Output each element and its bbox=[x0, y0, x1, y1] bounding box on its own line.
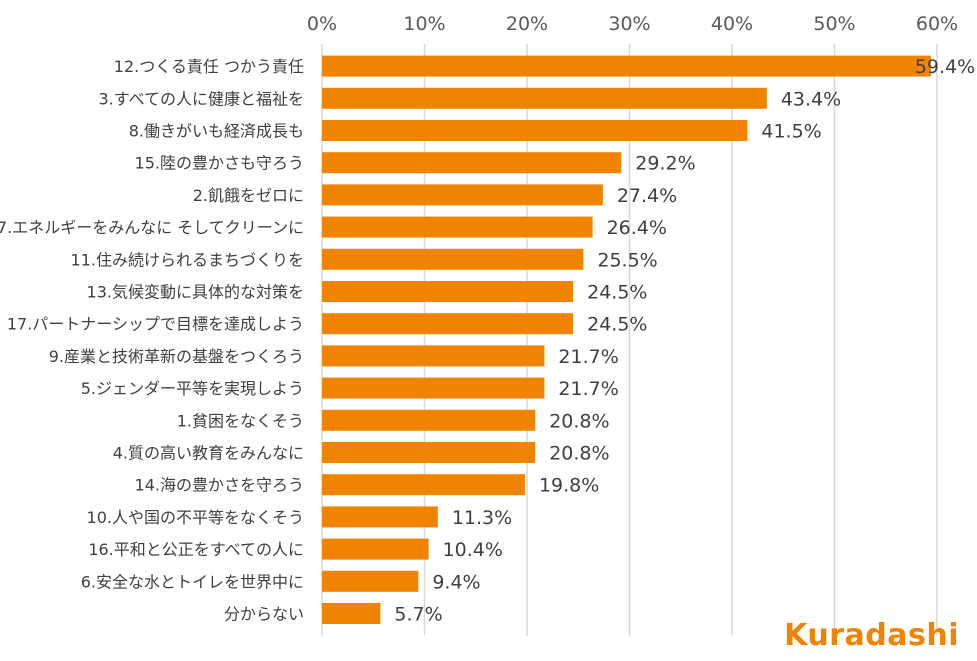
category-label: 4.質の高い教育をみんなに bbox=[113, 444, 304, 463]
category-label: 13.気候変動に具体的な対策を bbox=[87, 283, 304, 302]
data-label: 21.7% bbox=[558, 346, 618, 368]
bar bbox=[322, 345, 545, 367]
x-tick-label: 30% bbox=[608, 13, 650, 35]
category-label: 11.住み続けられるまちづくりを bbox=[71, 250, 304, 269]
category-label: 10.人や国の不平等をなくそう bbox=[87, 508, 304, 527]
x-tick-label: 0% bbox=[307, 13, 337, 35]
category-label: 12.つくる責任 つかう責任 bbox=[114, 57, 304, 76]
bar bbox=[322, 474, 525, 496]
data-label: 21.7% bbox=[558, 378, 618, 400]
kuradashi-logo: Kuradashi bbox=[784, 618, 959, 653]
data-label: 20.8% bbox=[549, 410, 609, 432]
category-label: 9.産業と技術革新の基盤をつくろう bbox=[49, 347, 304, 366]
data-label: 10.4% bbox=[443, 539, 503, 561]
bar bbox=[322, 409, 536, 431]
bar bbox=[322, 313, 574, 335]
category-label: 16.平和と公正をすべての人に bbox=[88, 540, 304, 559]
bar bbox=[322, 120, 748, 141]
data-label: 24.5% bbox=[587, 314, 647, 336]
data-label: 29.2% bbox=[635, 153, 695, 175]
category-label: 5.ジェンダー平等を実現しよう bbox=[81, 379, 304, 398]
bar bbox=[322, 603, 381, 624]
bar bbox=[322, 377, 545, 399]
data-label: 59.4% bbox=[915, 56, 975, 78]
bar bbox=[322, 442, 536, 463]
data-label: 9.4% bbox=[432, 571, 480, 593]
data-label: 11.3% bbox=[452, 507, 512, 529]
data-label: 43.4% bbox=[781, 88, 841, 110]
category-label: 2.飢餓をゼロに bbox=[193, 186, 304, 205]
bar bbox=[322, 87, 767, 109]
category-label: 17.パートナーシップで目標を達成しよう bbox=[7, 315, 304, 334]
category-label: 7.エネルギーをみんなに そしてクリーンに bbox=[0, 218, 304, 237]
data-label: 20.8% bbox=[549, 443, 609, 465]
bar bbox=[322, 281, 574, 302]
category-label: 分からない bbox=[224, 605, 304, 624]
bar bbox=[322, 55, 931, 77]
data-label: 5.7% bbox=[394, 604, 442, 626]
data-label: 27.4% bbox=[617, 185, 677, 207]
data-label: 26.4% bbox=[607, 217, 667, 239]
category-label: 14.海の豊かさを守ろう bbox=[135, 476, 304, 495]
x-tick-label: 40% bbox=[711, 13, 753, 35]
category-label: 1.貧困をなくそう bbox=[177, 411, 304, 430]
bar bbox=[322, 538, 429, 560]
x-tick-label: 50% bbox=[813, 13, 855, 35]
data-label: 25.5% bbox=[597, 249, 657, 271]
x-tick-label: 60% bbox=[916, 13, 958, 35]
x-tick-label: 10% bbox=[403, 13, 445, 35]
bar bbox=[322, 570, 419, 592]
bar bbox=[322, 184, 603, 206]
data-label: 41.5% bbox=[761, 121, 821, 143]
x-tick-label: 20% bbox=[506, 13, 548, 35]
data-label: 24.5% bbox=[587, 282, 647, 304]
bar bbox=[322, 216, 593, 238]
category-label: 3.すべての人に健康と福祉を bbox=[98, 89, 304, 108]
category-label: 15.陸の豊かさも守ろう bbox=[135, 154, 304, 173]
bar bbox=[322, 152, 622, 174]
bar bbox=[322, 506, 438, 528]
data-label: 19.8% bbox=[539, 475, 599, 497]
category-label: 6.安全な水とトイレを世界中に bbox=[81, 572, 304, 591]
category-label: 8.働きがいも経済成長も bbox=[129, 122, 304, 141]
bar bbox=[322, 248, 584, 270]
